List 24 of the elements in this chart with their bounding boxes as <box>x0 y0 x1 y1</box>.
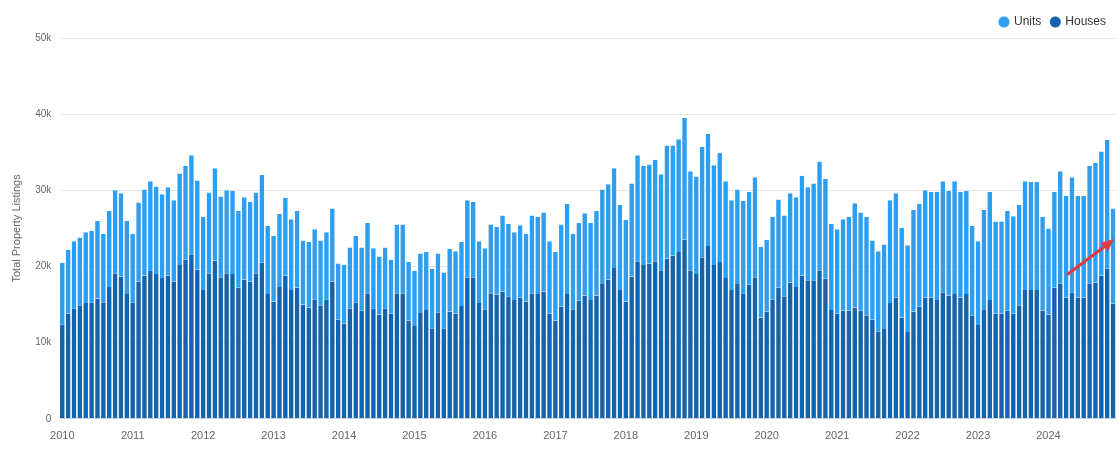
legend-label: Houses <box>1065 14 1106 29</box>
x-tick-label: 2017 <box>543 429 568 442</box>
x-tick-label: 2016 <box>472 429 498 442</box>
y-tick-label: 20k <box>35 260 53 272</box>
y-tick-label: 40k <box>35 107 53 119</box>
y-axis-title: Total Property Listings <box>9 173 22 283</box>
x-tick-label: 2011 <box>120 429 145 442</box>
x-tick-label: 2018 <box>613 429 639 442</box>
y-tick-label: 30k <box>35 184 53 196</box>
x-tick-label: 2023 <box>965 429 991 442</box>
x-tick-label: 2021 <box>824 429 850 442</box>
x-tick-label: 2013 <box>261 429 286 442</box>
legend-label: Units <box>1013 14 1042 29</box>
x-tick-label: 2019 <box>684 429 709 442</box>
y-tick-label: 10k <box>35 336 53 348</box>
x-tick-label: 2014 <box>331 429 357 442</box>
x-tick-label: 2010 <box>50 429 75 442</box>
x-tick-label: 2015 <box>402 429 427 442</box>
y-tick-label: 0 <box>45 412 52 424</box>
x-tick-label: 2024 <box>1036 429 1061 442</box>
x-tick-label: 2022 <box>895 429 920 442</box>
y-tick-label: 50k <box>35 31 53 43</box>
x-tick-label: 2012 <box>190 429 216 442</box>
x-tick-label: 2020 <box>754 429 779 442</box>
